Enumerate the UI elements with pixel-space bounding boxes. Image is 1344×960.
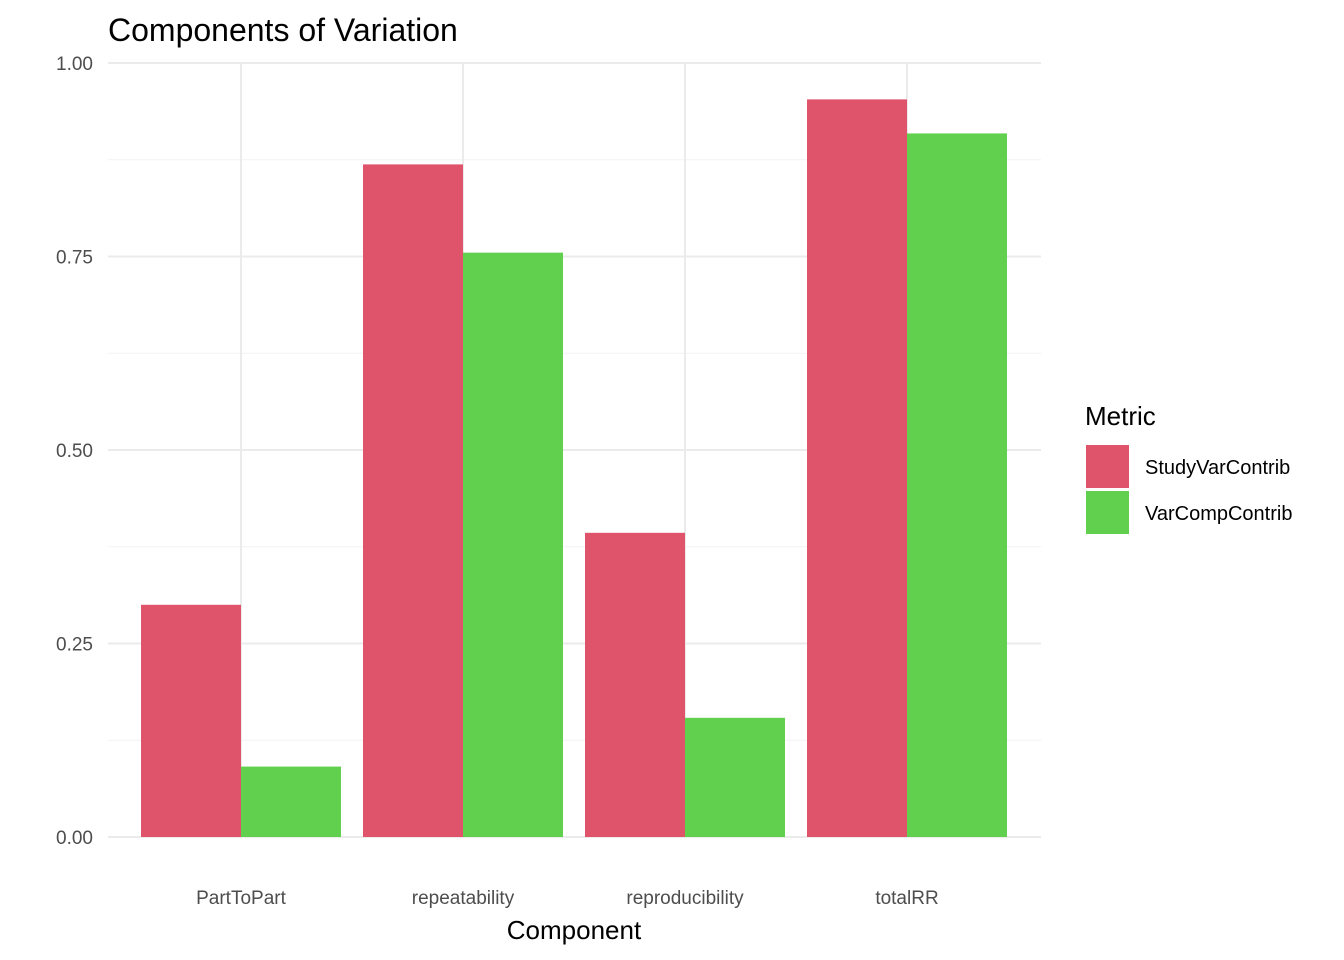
bar-VarCompContrib-reproducibility (685, 717, 785, 837)
y-axis-tick-labels: 0.00 0.25 0.50 0.75 1.00 (56, 54, 93, 849)
x-tick-label: repeatability (412, 888, 515, 909)
bar-VarCompContrib-totalRR (907, 133, 1007, 837)
x-tick-label: totalRR (875, 888, 938, 909)
legend-label-StudyVarContrib: StudyVarContrib (1145, 457, 1290, 479)
y-tick-label: 0.25 (56, 635, 93, 656)
y-tick-label: 1.00 (56, 54, 93, 75)
legend-title: Metric (1085, 401, 1156, 431)
bar-StudyVarContrib-PartToPart (141, 604, 241, 837)
legend-items: StudyVarContrib VarCompContrib (1086, 445, 1292, 534)
bar-StudyVarContrib-totalRR (807, 99, 907, 838)
legend: Metric StudyVarContrib VarCompContrib (1085, 401, 1292, 534)
x-axis-title: Component (507, 915, 642, 945)
bar-VarCompContrib-repeatability (463, 252, 563, 837)
legend-swatch-VarCompContrib (1086, 491, 1129, 534)
bars (141, 99, 1007, 838)
y-tick-label: 0.50 (56, 441, 93, 462)
bar-StudyVarContrib-reproducibility (585, 532, 685, 837)
bar-StudyVarContrib-repeatability (363, 164, 463, 838)
legend-label-VarCompContrib: VarCompContrib (1145, 503, 1292, 525)
chart-title: Components of Variation (108, 12, 458, 48)
x-axis-tick-labels: PartToPart repeatability reproducibility to… (196, 888, 939, 909)
x-tick-label: reproducibility (626, 888, 744, 909)
legend-swatch-StudyVarContrib (1086, 445, 1129, 488)
x-tick-label: PartToPart (196, 888, 286, 909)
y-tick-label: 0.00 (56, 828, 93, 849)
y-tick-label: 0.75 (56, 248, 93, 269)
bar-VarCompContrib-PartToPart (241, 766, 341, 837)
